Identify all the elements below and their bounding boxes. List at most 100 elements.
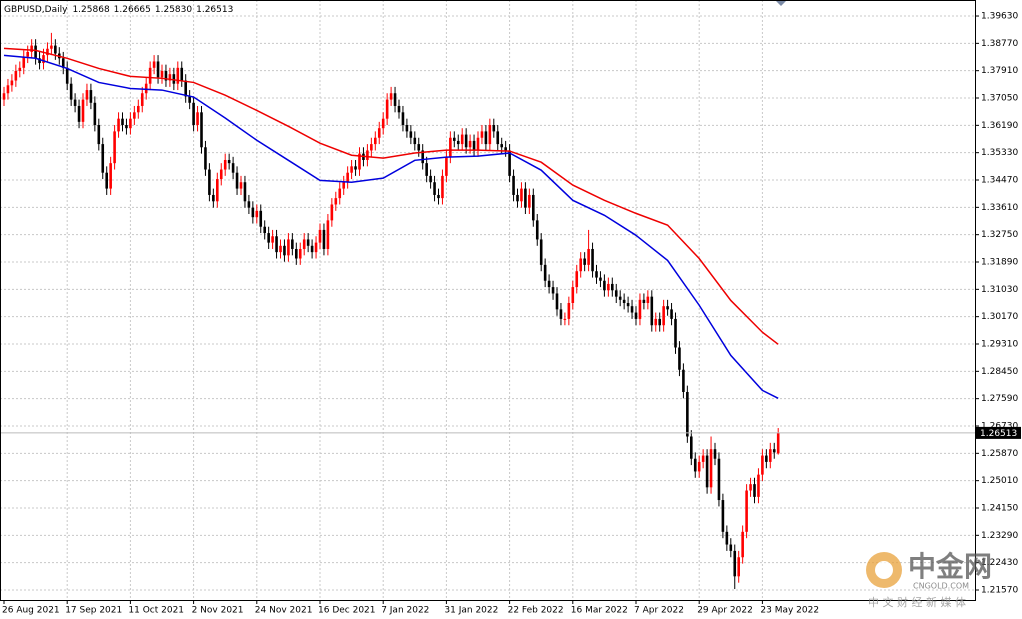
candle-body — [314, 242, 318, 253]
candle-body — [354, 166, 357, 170]
candle-body — [460, 134, 464, 145]
candle-body — [370, 144, 373, 151]
candle-body — [670, 309, 673, 319]
candle-body — [666, 306, 669, 310]
candle-body — [512, 175, 515, 195]
candle-body — [22, 56, 26, 68]
candle-body — [176, 67, 180, 84]
candle-body — [121, 118, 124, 126]
y-tick-label: 1.25870 — [981, 449, 1018, 459]
y-tick-label: 1.35330 — [981, 148, 1018, 158]
candle-body — [113, 131, 116, 164]
candle-body — [693, 458, 697, 472]
candle-body — [500, 144, 503, 148]
candle-body — [508, 150, 511, 176]
candle-body — [551, 287, 555, 294]
grid — [0, 0, 975, 600]
candle-body — [239, 182, 243, 189]
candle-body — [283, 245, 286, 256]
candle-body — [306, 239, 310, 246]
candle-body — [579, 258, 582, 272]
candle-body — [453, 137, 456, 141]
candle-body — [749, 484, 752, 491]
candle-body — [243, 182, 247, 202]
candle-body — [650, 296, 654, 326]
candle-body — [520, 188, 523, 202]
candle-body — [247, 201, 251, 208]
candle-body — [73, 99, 77, 106]
y-tick-label: 1.23290 — [981, 531, 1018, 541]
candle-body — [381, 118, 385, 129]
candle-body — [168, 74, 172, 81]
candle-body — [389, 93, 393, 100]
candle-body — [401, 112, 405, 126]
candle-body — [547, 280, 551, 288]
watermark: 中金网 CNGOLD.COM 中 文 财 经 新 媒 体 — [866, 550, 992, 609]
y-tick-label: 1.28450 — [981, 367, 1018, 377]
candle-body — [164, 70, 168, 81]
x-tick-label: 16 Mar 2022 — [571, 606, 628, 616]
candle-body — [366, 150, 369, 160]
candle-body — [326, 220, 330, 249]
candle-body — [761, 455, 764, 475]
x-tick-label: 17 Sep 2021 — [65, 606, 122, 616]
candle-body — [342, 182, 345, 189]
candle-body — [690, 436, 693, 459]
candle-body — [192, 102, 195, 126]
candle-body — [709, 449, 713, 488]
candle-body — [133, 112, 136, 119]
y-tick-label: 1.21570 — [981, 585, 1018, 595]
y-tick-label: 1.30170 — [981, 312, 1018, 322]
candle-body — [591, 248, 594, 272]
candle-body — [152, 61, 156, 68]
candle-body — [441, 175, 444, 199]
candle-body — [291, 239, 294, 249]
x-tick-label: 22 Feb 2022 — [508, 606, 564, 616]
candle-body — [614, 290, 618, 297]
candle-body — [445, 156, 448, 176]
candle-body — [30, 45, 33, 52]
candle-body — [603, 280, 606, 291]
candle-body — [188, 96, 191, 103]
candle-body — [563, 318, 567, 320]
candle-body — [310, 245, 314, 253]
candle-body — [686, 391, 689, 437]
candle-body — [488, 125, 492, 145]
candle-body — [180, 67, 184, 81]
y-tick-label: 1.27590 — [981, 394, 1018, 404]
candle-body — [765, 455, 768, 462]
y-tick-label: 1.36190 — [981, 121, 1018, 131]
candle-body — [255, 210, 259, 218]
candle-body — [318, 229, 322, 243]
candle-body — [26, 51, 29, 57]
candle-body — [212, 194, 215, 202]
watermark-site: CNGOLD.COM — [913, 582, 969, 591]
candle-body — [480, 131, 484, 138]
candle-body — [93, 102, 97, 126]
y-tick-label: 1.25010 — [981, 476, 1018, 486]
candle-body — [772, 449, 776, 453]
candle-body — [587, 248, 590, 265]
candle-body — [330, 204, 334, 221]
candle-body — [646, 296, 650, 304]
candle-body — [251, 207, 255, 218]
candle-body — [701, 455, 705, 462]
candle-body — [611, 283, 614, 291]
candle-body — [65, 67, 69, 84]
candle-body — [287, 239, 290, 256]
candle-body — [18, 67, 22, 71]
candle-body — [524, 188, 527, 208]
candle-body — [622, 299, 626, 304]
candle-body — [539, 239, 543, 265]
candle-body — [204, 147, 207, 170]
candle-body — [227, 159, 231, 164]
watermark-brand: 中金网 — [908, 550, 992, 583]
low-label: 1.25830 — [155, 5, 192, 15]
candle-body — [662, 306, 665, 326]
candle-body — [642, 299, 646, 304]
x-tick-label: 7 Jan 2022 — [381, 606, 429, 616]
candle-body — [571, 287, 575, 304]
candle-body — [208, 169, 211, 195]
watermark-slogan: 中 文 财 经 新 媒 体 — [868, 595, 966, 609]
